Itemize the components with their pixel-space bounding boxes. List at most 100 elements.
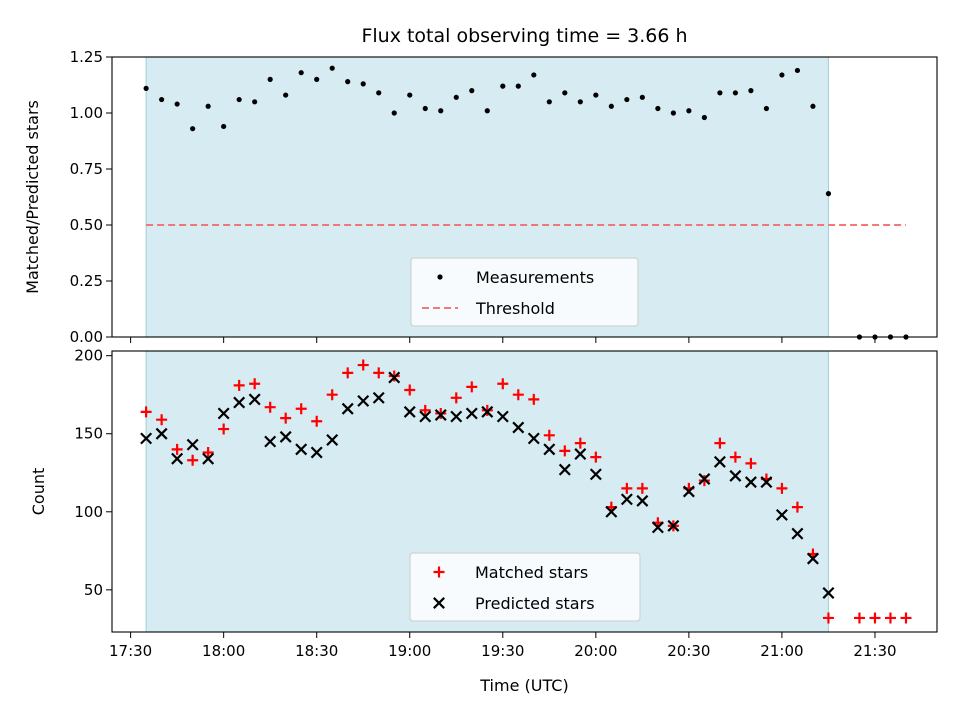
predicted-stars-point xyxy=(403,405,416,418)
matched-stars-point xyxy=(869,612,881,624)
predicted-stars-point xyxy=(233,396,246,409)
measurements-point xyxy=(221,123,227,130)
measurements-point xyxy=(515,83,521,89)
y-tick-label: 0.75 xyxy=(70,160,103,178)
matched-stars-point xyxy=(388,370,400,382)
predicted-stars-point xyxy=(543,443,556,456)
measurements-point xyxy=(143,85,149,91)
measurements-point xyxy=(686,108,692,114)
predicted-stars-point xyxy=(651,521,664,534)
measurements-point xyxy=(825,191,832,197)
matched-stars-point xyxy=(590,451,602,463)
y-tick-label: 0.25 xyxy=(70,272,103,290)
top-panel: 0.00 0.25 0.50 0.75 1.00 1.25 Matched/Predicte… xyxy=(23,25,938,346)
matched-stars-point xyxy=(373,367,385,379)
measurements-point xyxy=(329,65,335,71)
measurements-point xyxy=(252,99,258,105)
matched-stars-point xyxy=(156,414,168,426)
legend-box xyxy=(410,257,639,327)
matched-stars-point xyxy=(698,475,710,487)
matched-stars-point xyxy=(295,403,307,415)
predicted-stars-point xyxy=(155,427,168,440)
matched-stars-point xyxy=(233,379,245,391)
predicted-stars-point xyxy=(667,519,680,532)
predicted-stars-point xyxy=(558,463,571,476)
predicted-stars-point xyxy=(465,407,478,420)
matched-stars-point xyxy=(822,612,834,624)
matched-stars-point xyxy=(853,612,865,624)
plot-frame xyxy=(111,56,938,338)
y-tick-label: 0.50 xyxy=(70,216,103,234)
matched-stars-point xyxy=(884,612,896,624)
matched-stars-point xyxy=(357,359,369,371)
predicted-stars-point xyxy=(388,371,401,384)
measurements-point xyxy=(190,126,196,132)
legend-label-threshold: Threshold xyxy=(475,299,555,318)
predicted-stars-point xyxy=(264,435,277,448)
predicted-stars-point xyxy=(636,494,649,507)
predicted-stars-point xyxy=(713,455,726,468)
measurements-point xyxy=(717,90,723,96)
y-tick-label: 150 xyxy=(74,425,103,443)
matched-stars-point xyxy=(900,612,912,624)
predicted-stars-point xyxy=(512,421,525,434)
y-axis-label: Matched/Predicted stars xyxy=(23,100,42,294)
x-tick-label: 21:00 xyxy=(760,642,803,660)
measurements-point xyxy=(546,99,552,105)
measurements-point xyxy=(422,105,428,112)
legend-marker-matched-stars xyxy=(433,566,445,578)
matched-stars-point xyxy=(435,407,447,419)
matched-stars-point xyxy=(450,392,462,404)
predicted-stars-point xyxy=(295,443,308,456)
predicted-stars-point xyxy=(760,476,773,489)
measurements-point xyxy=(562,90,568,96)
predicted-stars-point xyxy=(527,432,540,445)
predicted-stars-point xyxy=(140,432,153,445)
measurements-point xyxy=(794,67,801,74)
predicted-stars-point xyxy=(357,394,370,407)
legend-marker-measurements xyxy=(437,274,443,280)
predicted-stars-point xyxy=(822,586,835,599)
measurements-point xyxy=(283,92,289,98)
predicted-stars-point xyxy=(496,410,509,423)
measurements-point xyxy=(174,101,180,107)
measurements-point xyxy=(391,110,397,116)
measurements-point xyxy=(407,92,413,98)
matched-stars-point xyxy=(559,445,571,457)
predicted-stars-point xyxy=(248,393,261,406)
measurements-point xyxy=(624,96,630,103)
measurements-point xyxy=(469,88,475,94)
y-tick-label: 0.00 xyxy=(70,328,103,346)
matched-stars-point xyxy=(621,482,633,494)
matched-stars-point xyxy=(714,437,726,449)
predicted-stars-point xyxy=(186,438,199,451)
y-tick-label: 200 xyxy=(74,347,103,365)
matched-stars-point xyxy=(311,415,323,427)
y-axis-label: Count xyxy=(29,468,48,516)
matched-stars-point xyxy=(466,381,478,393)
matched-stars-point xyxy=(574,437,586,449)
measurements-point xyxy=(345,79,351,85)
measurements-point xyxy=(376,90,382,96)
measurements-point xyxy=(438,108,444,114)
matched-stars-point xyxy=(264,401,276,413)
y-tick-label: 50 xyxy=(84,581,103,599)
matched-stars-point xyxy=(791,501,803,513)
predicted-stars-point xyxy=(310,446,323,459)
matched-stars-point xyxy=(729,451,741,463)
predicted-stars-point xyxy=(744,476,757,489)
matched-stars-point xyxy=(528,393,540,405)
legend-label-matched-stars: Matched stars xyxy=(475,563,588,582)
bottom-panel: 50 100 150 200 17:30 18:00 18:30 19:00 19:30 20:0… xyxy=(29,347,938,695)
x-tick-label: 19:00 xyxy=(388,642,431,660)
measurements-point xyxy=(484,108,490,114)
predicted-stars-point xyxy=(589,468,602,481)
x-tick-label: 17:30 xyxy=(109,642,152,660)
measurements-point xyxy=(779,72,785,78)
matched-stars-point xyxy=(249,378,261,390)
legend-label-measurements: Measurements xyxy=(476,268,594,287)
predicted-stars-point xyxy=(605,505,618,518)
measurements-point xyxy=(360,81,366,87)
predicted-stars-point xyxy=(481,405,494,418)
legend-label-predicted-stars: Predicted stars xyxy=(475,594,595,613)
